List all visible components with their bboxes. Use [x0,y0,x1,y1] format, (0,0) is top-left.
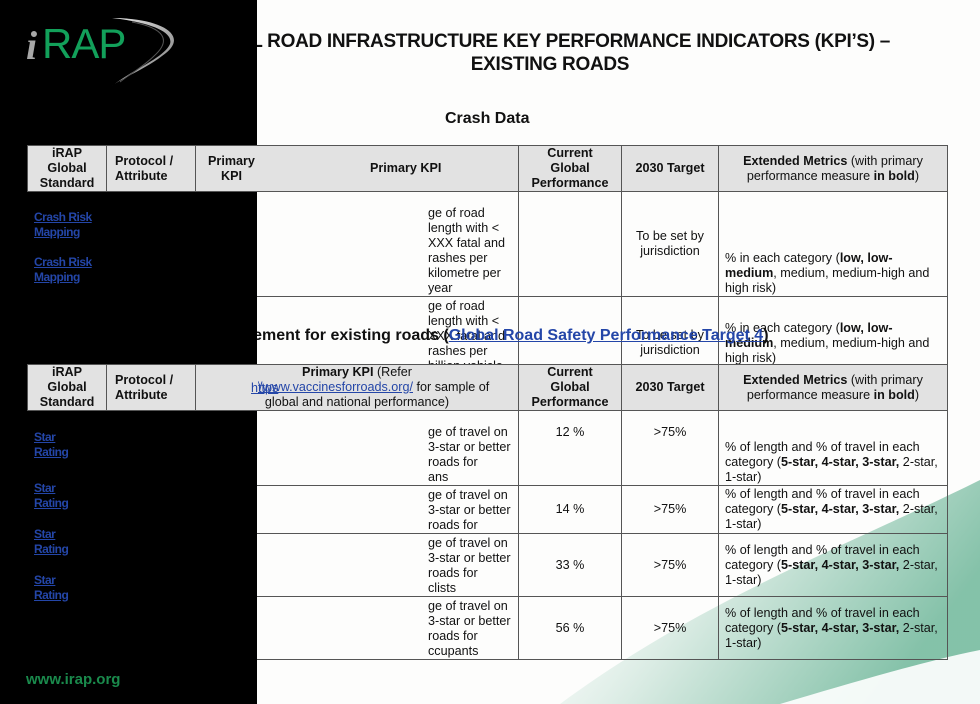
extended-metrics-cell: % of length and % of travel in each cate… [718,410,948,486]
header-primary-kpi-start: Primary KPI [208,153,255,183]
target-cell: >75% [621,533,719,597]
header-2030-target: 2030 Target [621,145,719,192]
extended-metrics-cell: % of length and % of travel in each cate… [718,533,948,597]
title-line-1: OBAL ROAD INFRASTRUCTURE KEY PERFORMANCE… [209,31,891,52]
global-road-safety-target-4-link[interactable]: Global Road Safety Performance Target 4 [448,327,764,344]
star-rating-link-3[interactable]: Star Rating [34,527,69,556]
current-performance-cell: 12 % [518,410,622,486]
star-rating-link-1[interactable]: Star Rating [34,430,69,459]
header-irap-global-standard: iRAP Global Standard [28,365,107,410]
title-line-2: EXISTING ROADS [470,54,630,75]
current-performance-cell [518,191,622,297]
target-cell: >75% [621,596,719,660]
logo-rap: RAP [42,20,126,67]
header-protocol-attribute: Protocol / Attribute [107,146,196,191]
speed-table-header-overlay: iRAP Global Standard Protocol / Attribute h… [27,364,279,411]
extended-metrics-cell: % of length and % of travel in each cate… [718,485,948,534]
footer-website-url: www.irap.org [26,671,121,688]
header-irap-global-standard: iRAP Global Standard [28,146,107,191]
crash-risk-mapping-link-1[interactable]: Crash Risk Mapping [34,210,92,239]
target-cell: >75% [621,410,719,486]
header-extended-metrics: Extended Metrics (with primary performan… [718,364,948,411]
header-protocol-attribute: Protocol / Attribute [107,365,196,410]
road-swoosh-icon [112,18,174,86]
crash-table-header-overlay: iRAP Global Standard Protocol / Attribute P… [27,145,258,192]
header-current-global-performance: Current Global Performance [518,364,622,411]
target-cell: To be set by jurisdiction [621,191,719,297]
section-title-crash-data: Crash Data [445,110,530,127]
vaccines-for-roads-link[interactable]: https://www.vaccinesforroads.org/ [224,380,413,394]
extended-metrics-cell: % in each category (low, low-medium, med… [718,191,948,297]
header-primary-kpi-start: https [251,381,279,395]
star-rating-link-4[interactable]: Star Rating [34,573,69,602]
irap-logo: i RAP [22,14,174,86]
header-current-global-performance: Current Global Performance [518,145,622,192]
current-performance-cell: 14 % [518,485,622,534]
table-row: ge of road length with < XXX fatal and ra… [27,191,948,297]
header-2030-target: 2030 Target [621,364,719,411]
left-black-panel [0,0,257,704]
header-extended-metrics: Extended Metrics (with primary performan… [718,145,948,192]
crash-risk-mapping-link-2[interactable]: Crash Risk Mapping [34,255,92,284]
extended-metrics-cell: % of length and % of travel in each cate… [718,596,948,660]
current-performance-cell: 33 % [518,533,622,597]
target-cell: >75% [621,485,719,534]
page-title: OBAL ROAD INFRASTRUCTURE KEY PERFORMANCE… [120,30,980,76]
star-rating-link-2[interactable]: Star Rating [34,481,69,510]
current-performance-cell: 56 % [518,596,622,660]
logo-i: i [26,23,38,68]
